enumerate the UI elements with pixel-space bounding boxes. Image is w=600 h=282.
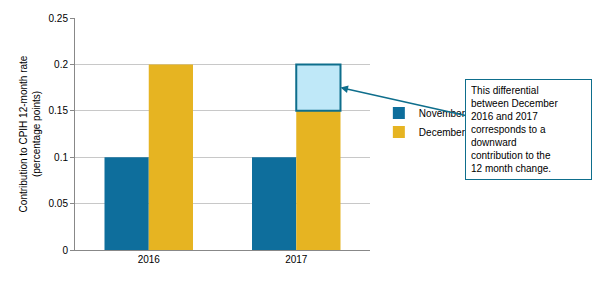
svg-text:0.25: 0.25 [49, 13, 69, 24]
svg-text:0.1: 0.1 [54, 152, 68, 163]
svg-text:December: December [419, 127, 466, 138]
svg-text:0: 0 [62, 245, 68, 256]
svg-text:0.15: 0.15 [49, 105, 69, 116]
svg-text:November: November [419, 108, 466, 119]
svg-text:This differentialbetween Decem: This differentialbetween December2016 an… [471, 85, 558, 174]
svg-text:2016: 2016 [138, 254, 161, 265]
svg-text:Contribution to CPIH 12-month: Contribution to CPIH 12-month rate(perce… [18, 55, 42, 212]
svg-text:0.2: 0.2 [54, 59, 68, 70]
svg-text:2017: 2017 [285, 254, 308, 265]
svg-text:0.05: 0.05 [49, 198, 69, 209]
